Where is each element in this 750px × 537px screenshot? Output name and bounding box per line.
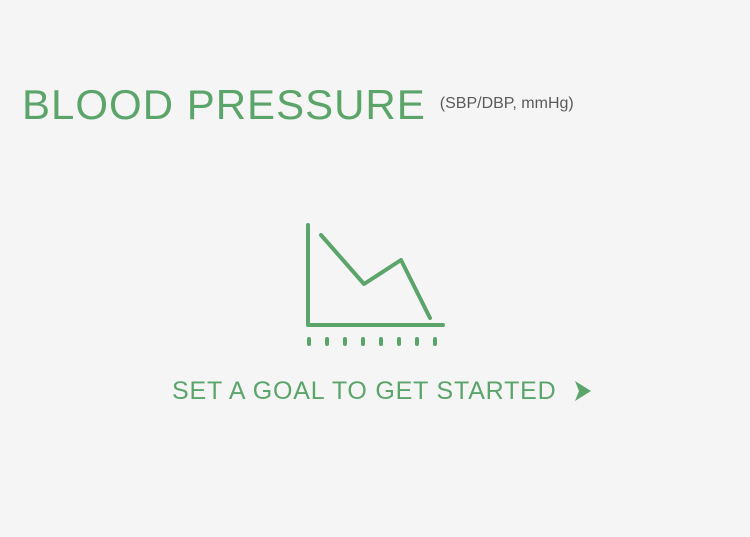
play-triangle-icon [575, 381, 592, 401]
chart-axes [306, 223, 445, 327]
empty-chart-illustration [300, 218, 450, 350]
line-chart-icon [306, 223, 445, 346]
card-header: BLOOD PRESSURE (SBP/DBP, mmHg) [22, 80, 574, 130]
set-goal-button[interactable]: SET A GOAL TO GET STARTED [172, 376, 592, 406]
chart-line [319, 233, 432, 320]
set-goal-label: SET A GOAL TO GET STARTED [172, 377, 557, 405]
chart-tick-marks [307, 337, 437, 346]
card-unit: (SBP/DBP, mmHg) [439, 95, 574, 112]
card-title: BLOOD PRESSURE [22, 81, 426, 128]
